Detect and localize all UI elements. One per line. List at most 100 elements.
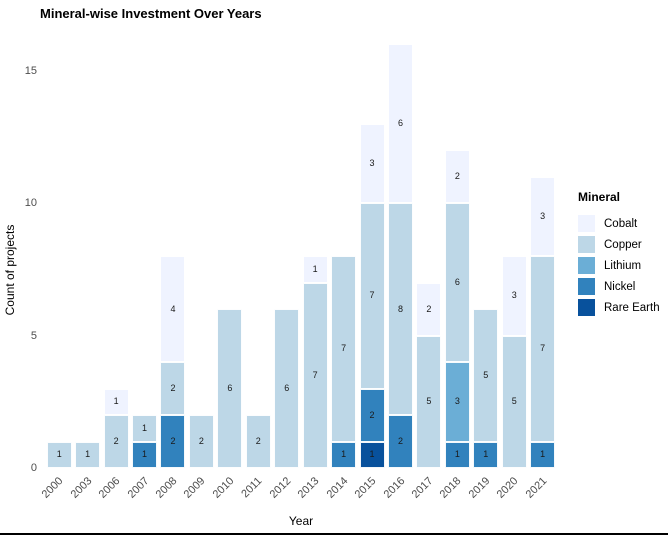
bar-segment-2021-nickel: 1 <box>530 441 556 468</box>
bar-slot-2018: 2 6 3 1 <box>443 44 471 468</box>
segment-label: 1 <box>454 449 460 460</box>
bar-segment-2011-copper: 2 <box>245 415 271 468</box>
bar-segment-2000-copper: 1 <box>46 441 72 468</box>
bar-segment-2010-copper: 6 <box>217 309 243 468</box>
segment-label: 3 <box>540 210 546 221</box>
bar-slot-2021: 3 7 1 <box>528 44 556 468</box>
segment-label: 5 <box>426 396 432 407</box>
segment-label: 6 <box>454 277 460 287</box>
segment-label: 2 <box>198 436 204 446</box>
bar-segment-2014-copper: 7 <box>331 256 357 442</box>
segment-label: 1 <box>483 449 489 460</box>
segment-label: 2 <box>397 436 403 446</box>
bar-segment-2008-cobalt: 4 <box>160 256 186 362</box>
bar-segment-2015-nickel: 2 <box>359 388 385 442</box>
legend-entry-cobalt: Cobalt <box>578 213 668 234</box>
bar-slot-2015: 3 7 2 1 <box>358 44 386 468</box>
bar-segment-2009-copper: 2 <box>188 415 214 468</box>
legend-entry-nickel: Nickel <box>578 276 668 297</box>
legend-swatch-copper <box>578 236 595 253</box>
y-tick-label: 0 <box>30 462 37 474</box>
bar-slot-2000: 1 <box>45 44 73 468</box>
bar-segment-2018-nickel: 1 <box>444 441 470 468</box>
bar-stack-2021: 3 7 1 <box>530 176 556 468</box>
segment-label: 1 <box>540 449 546 460</box>
bar-segment-2003-copper: 1 <box>75 441 101 468</box>
segment-label: 1 <box>312 263 318 274</box>
segment-label: 6 <box>397 118 403 128</box>
window-bottom-edge <box>0 533 668 535</box>
bar-segment-2007-nickel: 1 <box>132 441 158 468</box>
bar-segment-2006-copper: 2 <box>103 415 129 468</box>
bar-slot-2008: 4 2 2 <box>159 44 187 468</box>
segment-label: 2 <box>255 436 261 446</box>
bar-segment-2017-copper: 5 <box>416 335 442 468</box>
bar-segment-2013-cobalt: 1 <box>302 256 328 283</box>
bar-stack-2003: 1 <box>75 441 101 468</box>
legend-label: Rare Earth <box>604 301 660 314</box>
bar-stack-2011: 2 <box>245 415 271 468</box>
y-tick-label: 5 <box>30 329 37 342</box>
chart-title: Mineral-wise Investment Over Years <box>40 6 262 21</box>
segment-label: 1 <box>56 449 62 460</box>
bar-segment-2013-copper: 7 <box>302 282 328 468</box>
bar-segment-2014-nickel: 1 <box>331 441 357 468</box>
segment-label: 7 <box>341 343 347 354</box>
segment-label: 2 <box>170 383 176 393</box>
segment-label: 1 <box>341 449 347 460</box>
segment-label: 2 <box>113 436 119 446</box>
bar-segment-2017-cobalt: 2 <box>416 282 442 336</box>
bar-segment-2015-cobalt: 3 <box>359 123 385 203</box>
segment-label: 2 <box>369 409 375 420</box>
segment-label: 5 <box>483 369 489 380</box>
bar-stack-2010: 6 <box>217 309 243 468</box>
bar-segment-2015-copper: 7 <box>359 203 385 389</box>
bar-slot-2009: 2 <box>187 44 215 468</box>
bar-segment-2019-nickel: 1 <box>473 441 499 468</box>
segment-label: 6 <box>284 383 290 393</box>
bar-segment-2016-nickel: 2 <box>387 415 413 468</box>
segment-label: 4 <box>170 303 176 314</box>
bar-segment-2016-copper: 8 <box>387 203 413 415</box>
legend-swatch-nickel <box>578 278 595 295</box>
y-tick-label: 10 <box>24 197 37 209</box>
y-tick-label: 15 <box>24 64 37 77</box>
bar-segment-2012-copper: 6 <box>274 309 300 468</box>
bar-segment-2008-copper: 2 <box>160 362 186 415</box>
segment-label: 2 <box>426 303 432 314</box>
segment-label: 1 <box>142 422 148 433</box>
legend: Mineral Cobalt Copper Lithium Nickel Rare Ea… <box>578 190 668 318</box>
segment-label: 3 <box>369 157 375 168</box>
legend-entry-lithium: Lithium <box>578 255 668 276</box>
legend-swatch-rare-earth <box>578 299 595 316</box>
bar-stack-2008: 4 2 2 <box>160 256 186 468</box>
bar-segment-2018-lithium: 3 <box>444 362 470 442</box>
y-axis-title: Count of projects <box>3 224 17 316</box>
bar-stack-2015: 3 7 2 1 <box>359 123 385 468</box>
segment-label: 8 <box>397 303 403 314</box>
bar-slot-2012: 6 <box>273 44 301 468</box>
legend-title: Mineral <box>578 190 621 204</box>
segment-label: 1 <box>113 396 119 407</box>
segment-label: 7 <box>369 290 375 301</box>
segment-label: 6 <box>227 383 233 393</box>
x-axis-title: Year <box>288 514 314 528</box>
legend-label: Nickel <box>604 280 636 293</box>
segment-label: 7 <box>540 343 546 354</box>
bar-segment-2008-nickel: 2 <box>160 415 186 468</box>
